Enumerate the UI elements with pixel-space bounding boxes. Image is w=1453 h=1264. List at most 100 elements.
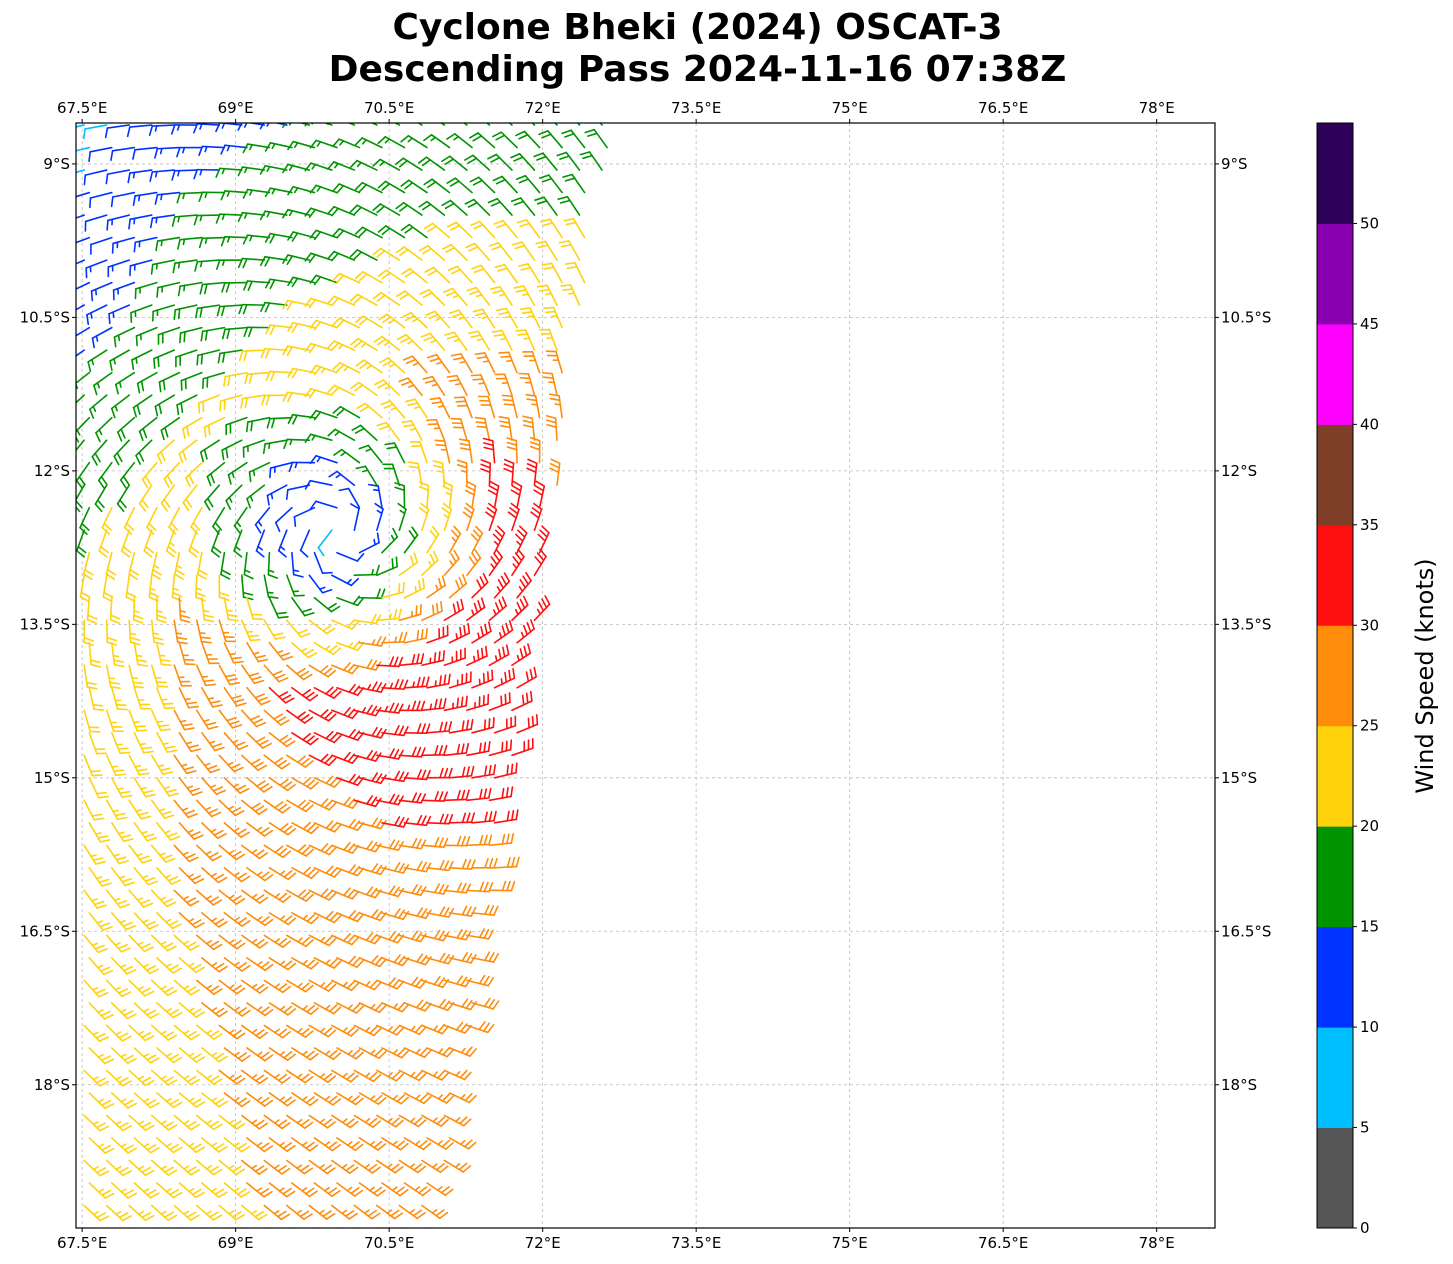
barb-feather-full [427, 423, 439, 426]
barb-feather-half [97, 1053, 104, 1058]
barb-feather-full [109, 686, 121, 689]
barb-staff [190, 506, 203, 528]
wind-barb [308, 979, 337, 992]
wind-barb [313, 775, 342, 788]
wind-barb [510, 197, 536, 216]
barb-staff [376, 617, 400, 622]
wind-barb [513, 285, 536, 306]
barb-feather-full [442, 112, 450, 117]
y-tick-label-right: 18°S [1221, 1076, 1257, 1094]
barb-feather-full [300, 632, 311, 638]
barb-feather-full [434, 791, 439, 802]
barb-staff [178, 731, 192, 753]
barb-feather-full [152, 568, 162, 576]
barb-feather-full [140, 815, 152, 820]
wind-barb [246, 867, 274, 882]
barb-feather-full [78, 476, 86, 486]
wind-barb [83, 979, 109, 998]
barb-feather-full [466, 286, 477, 292]
barb-feather-half [432, 1117, 438, 1123]
wind-barb [133, 1092, 160, 1109]
barb-feather-full [492, 1000, 500, 1010]
wind-barb [313, 1092, 342, 1106]
barb-feather-full [441, 1093, 451, 1102]
barb-staff [195, 709, 210, 730]
barb-staff [76, 236, 91, 244]
barb-feather-full [343, 662, 351, 671]
barb-staff [518, 152, 536, 171]
barb-feather-half [369, 1140, 376, 1146]
barb-feather-full [282, 1096, 293, 1104]
barb-feather-full [117, 431, 123, 442]
wind-barb [132, 394, 153, 418]
barb-feather-half [361, 139, 368, 145]
barb-feather-full [163, 986, 174, 994]
barb-feather-full [388, 702, 395, 713]
wind-barb [353, 704, 382, 717]
wind-barb [185, 461, 203, 488]
barb-feather-full [519, 648, 524, 659]
barb-feather-full [168, 526, 177, 535]
barb-staff [435, 418, 446, 441]
barb-feather-full [72, 386, 75, 395]
barb-staff [112, 281, 136, 291]
barb-feather-full [358, 273, 368, 282]
barb-feather-half [455, 1117, 461, 1123]
barb-feather-full [351, 890, 360, 900]
barb-feather-full [332, 138, 340, 148]
barb-feather-full [535, 240, 547, 245]
wind-barb [331, 1114, 359, 1129]
wind-barb [113, 326, 136, 348]
barb-feather-full [348, 728, 356, 738]
barb-feather-full [356, 913, 365, 923]
barb-feather-full [332, 228, 341, 237]
wind-barb [395, 246, 423, 261]
barb-feather-full [354, 226, 364, 235]
wind-barb [173, 844, 199, 863]
barb-feather-full [438, 698, 443, 710]
barb-feather-full [332, 361, 341, 371]
barb-feather-full [255, 938, 265, 947]
barb-staff [173, 1204, 192, 1221]
wind-barb [377, 136, 406, 149]
wind-barb [381, 1182, 409, 1197]
barb-feather-full [207, 497, 214, 508]
x-tick-label-top: 75°E [832, 99, 868, 117]
barb-feather-full [358, 317, 368, 326]
barb-feather-full [189, 944, 200, 951]
barb-feather-full [470, 374, 482, 377]
barb-feather-full [232, 1074, 242, 1082]
barb-feather-full [419, 1093, 428, 1102]
barb-staff [150, 1159, 170, 1176]
barb-staff [116, 484, 131, 505]
barb-feather-full [89, 659, 101, 664]
wind-barb [376, 556, 398, 577]
barb-feather-full [424, 266, 435, 273]
barb-feather-full [440, 600, 443, 612]
barb-feather-full [237, 1052, 247, 1060]
barb-feather-full [199, 451, 204, 463]
barb-feather-half [318, 1209, 325, 1215]
wind-barb [243, 326, 271, 338]
barb-feather-full [537, 244, 549, 249]
wind-barb [221, 439, 243, 461]
barb-staff [195, 619, 203, 643]
barb-feather-full [146, 1009, 157, 1016]
barb-staff [156, 1137, 175, 1154]
barb-feather-full [421, 676, 426, 688]
barb-feather-full [392, 527, 399, 538]
barb-feather-full [537, 533, 546, 542]
barb-feather-full [264, 256, 271, 267]
barb-staff [108, 304, 131, 315]
barb-feather-full [396, 980, 405, 990]
barb-staff [381, 536, 399, 554]
barb-staff [90, 281, 113, 292]
barb-feather-full [242, 258, 248, 269]
wind-barb [84, 214, 108, 232]
barb-staff [334, 428, 356, 441]
barb-feather-full [484, 951, 491, 962]
barb-staff [361, 271, 383, 284]
barb-staff [204, 484, 221, 503]
barb-feather-full [94, 861, 106, 865]
barb-feather-half [392, 1049, 398, 1055]
